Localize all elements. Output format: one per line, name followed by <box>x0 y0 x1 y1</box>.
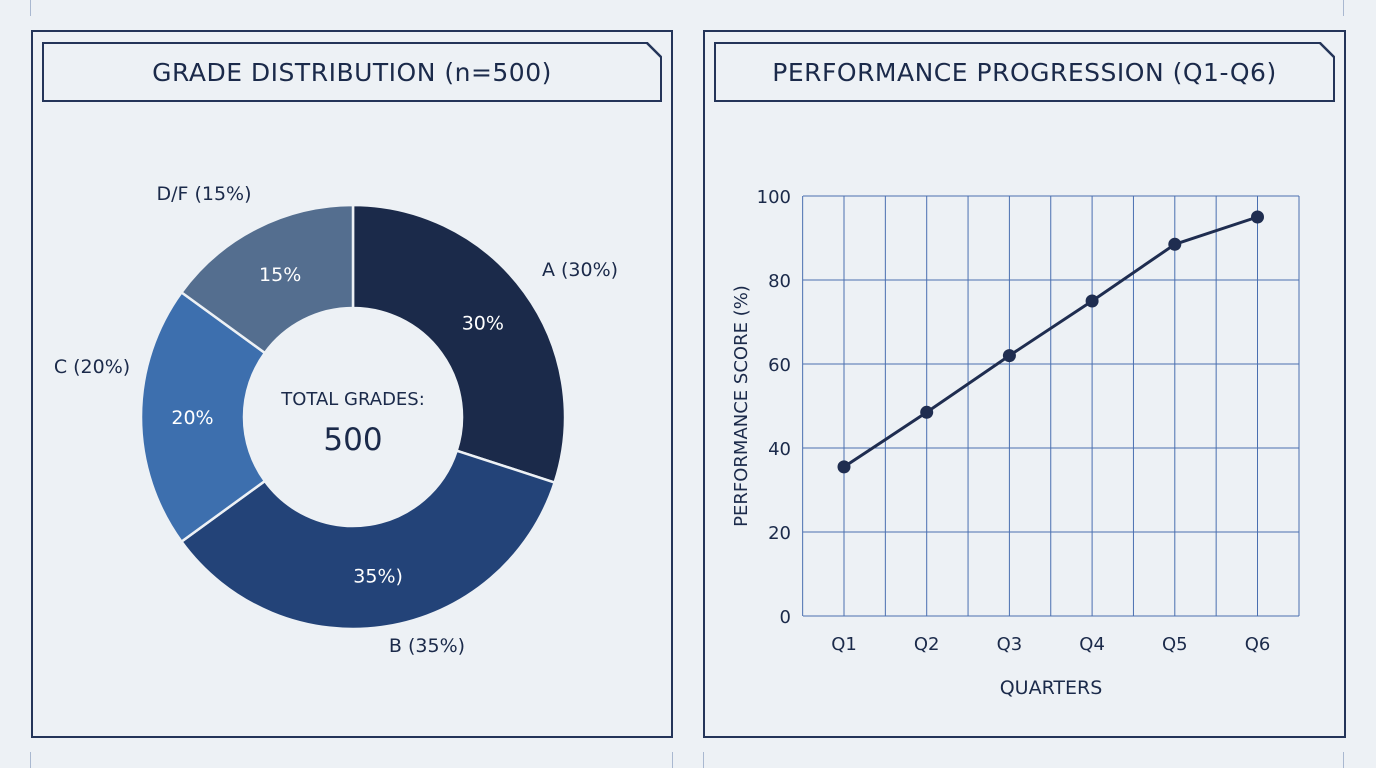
slice-value-label-c: 20% <box>171 407 213 429</box>
y-tick-label: 0 <box>780 607 791 628</box>
data-point-q1 <box>837 460 851 474</box>
slice-outer-label-df: D/F (15%) <box>156 183 251 205</box>
x-tick-label: Q3 <box>997 634 1023 655</box>
guide-line-top-right <box>1343 0 1344 16</box>
x-axis-title: QUARTERS <box>1000 677 1103 699</box>
y-tick-label: 20 <box>768 523 791 544</box>
guide-line-bottom-left <box>30 752 31 768</box>
grade-distribution-panel: GRADE DISTRIBUTION (n=500) 30% A (30%) 35%… <box>31 30 673 738</box>
data-point-q6 <box>1251 210 1264 224</box>
data-point-q2 <box>920 405 934 419</box>
x-tick-label: Q5 <box>1162 634 1188 655</box>
slice-value-label-b: 35%) <box>353 566 403 588</box>
donut-center-value: 500 <box>323 422 382 458</box>
performance-progression-title: PERFORMANCE PROGRESSION (Q1-Q6) <box>714 42 1335 102</box>
data-point-q5 <box>1168 237 1182 251</box>
slice-outer-label-c: C (20%) <box>54 356 130 378</box>
guide-line-bottom-mid-left <box>672 752 673 768</box>
slice-c <box>139 290 267 544</box>
slice-a <box>351 203 567 485</box>
x-tick-label: Q6 <box>1245 634 1271 655</box>
guide-line-bottom-right <box>1343 752 1344 768</box>
y-axis-title: PERFORMANCE SCORE (%) <box>731 285 752 527</box>
y-tick-label: 100 <box>757 187 791 208</box>
grade-distribution-title: GRADE DISTRIBUTION (n=500) <box>42 42 662 102</box>
y-tick-label: 60 <box>768 355 791 376</box>
data-point-q4 <box>1085 294 1099 308</box>
performance-progression-panel: PERFORMANCE PROGRESSION (Q1-Q6) 0 20 40 60 8… <box>703 30 1346 738</box>
x-tick-label: Q2 <box>914 634 940 655</box>
x-tick-label: Q1 <box>831 634 857 655</box>
slice-value-label-a: 30% <box>462 313 504 335</box>
guide-line-top-left <box>30 0 31 16</box>
line-chart: 0 20 40 60 80 100 Q1 Q2 Q3 Q4 Q5 Q6 QUARTERS PERFORMA… <box>731 187 1300 699</box>
slice-outer-label-b: B (35%) <box>389 635 465 657</box>
slice-b <box>179 449 557 631</box>
x-tick-label: Q4 <box>1079 634 1105 655</box>
slice-outer-label-a: A (30%) <box>542 259 618 281</box>
donut-chart: 30% A (30%) 35%) B (35%) 20% C (20%) 15% D/F (1… <box>54 183 618 657</box>
slice-df <box>179 203 355 355</box>
y-tick-label: 40 <box>768 439 791 460</box>
slice-value-label-df: 15% <box>259 264 301 286</box>
data-point-q3 <box>1002 349 1016 363</box>
y-tick-label: 80 <box>768 271 791 292</box>
guide-line-bottom-mid-right <box>703 752 704 768</box>
donut-center-label: TOTAL GRADES: <box>280 389 425 410</box>
series-line <box>843 215 1258 469</box>
